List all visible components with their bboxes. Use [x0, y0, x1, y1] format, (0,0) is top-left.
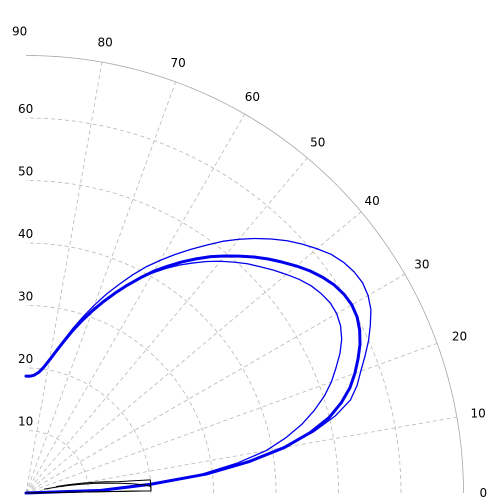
series-line-5	[25, 482, 152, 494]
radial-grid-circle	[25, 242, 277, 494]
series-line-2	[24, 254, 362, 495]
radial-grid-circle	[25, 180, 339, 494]
angular-grid-line	[25, 211, 362, 494]
angular-tick-label: 50	[310, 136, 325, 150]
angular-grid-line	[25, 342, 438, 494]
radial-grid-circle	[25, 367, 152, 494]
angular-tick-label: 90	[12, 25, 27, 39]
angular-tick-label: 60	[245, 90, 260, 104]
angular-grid-line	[25, 157, 308, 494]
angular-tick-label: 10	[471, 407, 486, 421]
radial-tick-label: 10	[18, 415, 33, 429]
radial-grid-circle	[25, 305, 214, 494]
angular-grid-line	[25, 113, 246, 494]
radial-tick-label: 20	[18, 352, 33, 366]
radial-tick-label: 30	[18, 290, 33, 304]
angular-tick-label: 70	[170, 56, 185, 70]
polar-ticks: 10 20 30 40 50 60 0 10 20 30 40 50 60 70 80 90	[12, 25, 487, 499]
angular-tick-label: 0	[480, 486, 488, 499]
radial-grid-circle	[25, 117, 402, 494]
radial-tick-label: 50	[18, 165, 33, 179]
angular-grid-line	[25, 81, 177, 494]
series-line-3	[25, 260, 343, 494]
polar-grid	[25, 55, 464, 494]
angular-tick-label: 20	[452, 330, 467, 344]
radial-tick-label: 40	[18, 227, 33, 241]
radial-tick-label: 60	[18, 102, 33, 116]
angular-tick-label: 30	[414, 257, 429, 271]
outer-boundary-arc	[25, 55, 464, 494]
radial-grid-circle	[25, 430, 89, 494]
angular-grid-line	[25, 273, 406, 494]
angular-grid-line	[25, 416, 457, 494]
angular-tick-label: 80	[97, 35, 112, 49]
angular-grid-line	[25, 62, 103, 494]
polar-series	[24, 237, 372, 495]
angular-tick-label: 40	[364, 194, 379, 208]
